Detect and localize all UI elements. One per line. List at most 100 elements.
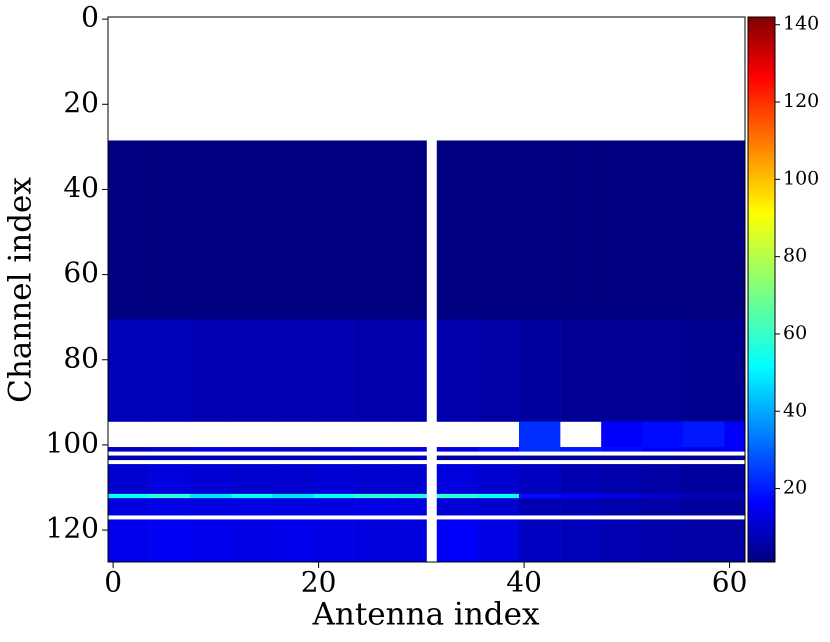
heatmap-cell: [313, 455, 355, 461]
heatmap-cell: [272, 464, 314, 495]
heatmap-cell: [601, 493, 643, 499]
heatmap-cell: [518, 447, 561, 452]
heatmap-cell: [190, 447, 232, 452]
heatmap-cell: [190, 493, 232, 499]
heatmap-cell: [354, 455, 396, 461]
heatmap-cell: [436, 447, 479, 452]
heatmap-cell: [436, 519, 479, 563]
heatmap-cell: [108, 140, 150, 320]
heatmap-cell: [354, 519, 396, 563]
heatmap-cell: [313, 140, 355, 320]
heatmap-cell: [190, 519, 232, 563]
heatmap-cell: [683, 447, 725, 452]
heatmap-cell: [683, 319, 725, 422]
heatmap-cell: [560, 519, 602, 563]
colorbar: [747, 16, 776, 563]
heatmap-cell: [272, 498, 314, 516]
heatmap: [108, 140, 746, 563]
heatmap-cell: [724, 447, 746, 452]
heatmap-cell: [108, 519, 150, 563]
heatmap-cell: [313, 519, 355, 563]
colorbar-tick-label: 20: [783, 477, 807, 499]
heatmap-cell: [313, 464, 355, 495]
heatmap-cell: [354, 493, 396, 499]
heatmap-cell: [601, 498, 643, 516]
heatmap-cell: [477, 493, 520, 499]
heatmap-cell: [683, 498, 725, 516]
heatmap-cell: [560, 493, 602, 499]
heatmap-cell: [108, 447, 150, 452]
heatmap-cell: [149, 455, 191, 461]
heatmap-cell: [395, 140, 427, 320]
heatmap-cell: [477, 140, 520, 320]
heatmap-cell: [231, 464, 273, 495]
heatmap-cell: [395, 519, 427, 563]
heatmap-cell: [724, 519, 746, 563]
heatmap-cell: [436, 493, 479, 499]
x-tick-label: 40: [506, 566, 542, 599]
heatmap-cell: [395, 464, 427, 495]
heatmap-cell: [190, 140, 232, 320]
y-axis-label: Channel index: [3, 177, 39, 403]
heatmap-cell: [601, 421, 643, 448]
heatmap-cell: [477, 319, 520, 422]
heatmap-cell: [354, 447, 396, 452]
heatmap-cell: [477, 447, 520, 452]
heatmap-cell: [149, 319, 191, 422]
heatmap-cell: [108, 493, 150, 499]
heatmap-cell: [518, 455, 561, 461]
heatmap-cell: [272, 519, 314, 563]
heatmap-cell: [477, 519, 520, 563]
heatmap-cell: [601, 319, 643, 422]
heatmap-cell: [395, 498, 427, 516]
heatmap-cell: [683, 421, 725, 448]
heatmap-cell: [395, 455, 427, 461]
heatmap-cell: [477, 464, 520, 495]
heatmap-cell: [395, 319, 427, 422]
heatmap-cell: [724, 455, 746, 461]
y-tick-label: 100: [46, 426, 99, 459]
heatmap-cell: [683, 519, 725, 563]
heatmap-cell: [313, 498, 355, 516]
heatmap-cell: [354, 498, 396, 516]
heatmap-cell: [231, 519, 273, 563]
heatmap-cell: [560, 140, 602, 320]
colorbar-tick-label: 140: [783, 13, 819, 35]
heatmap-cell: [436, 498, 479, 516]
heatmap-cell: [231, 140, 273, 320]
heatmap-cell: [436, 140, 479, 320]
heatmap-cell: [108, 319, 150, 422]
heatmap-cell: [272, 447, 314, 452]
x-tick-label: 20: [301, 566, 337, 599]
heatmap-cell: [395, 447, 427, 452]
heatmap-cell: [108, 498, 150, 516]
heatmap-cell: [354, 319, 396, 422]
heatmap-cell: [149, 498, 191, 516]
heatmap-cell: [436, 464, 479, 495]
heatmap-cell: [642, 421, 684, 448]
colorbar-tick-label: 60: [783, 322, 807, 344]
heatmap-cell: [190, 455, 232, 461]
heatmap-cell: [683, 464, 725, 495]
heatmap-cell: [149, 447, 191, 452]
heatmap-cell: [149, 464, 191, 495]
heatmap-cell: [601, 447, 643, 452]
colorbar-tick-label: 80: [783, 245, 807, 267]
heatmap-cell: [149, 519, 191, 563]
heatmap-cell: [642, 519, 684, 563]
x-tick-label: 0: [104, 566, 122, 599]
heatmap-cell: [560, 319, 602, 422]
heatmap-cell: [272, 319, 314, 422]
heatmap-cell: [477, 498, 520, 516]
heatmap-cell: [108, 464, 150, 495]
heatmap-cell: [642, 140, 684, 320]
heatmap-cell: [518, 421, 561, 448]
heatmap-cell: [477, 455, 520, 461]
heatmap-cell: [642, 447, 684, 452]
x-axis-label: Antenna index: [312, 597, 540, 633]
heatmap-cell: [642, 464, 684, 495]
heatmap-cell: [560, 464, 602, 495]
heatmap-cell: [190, 498, 232, 516]
heatmap-cell: [272, 455, 314, 461]
